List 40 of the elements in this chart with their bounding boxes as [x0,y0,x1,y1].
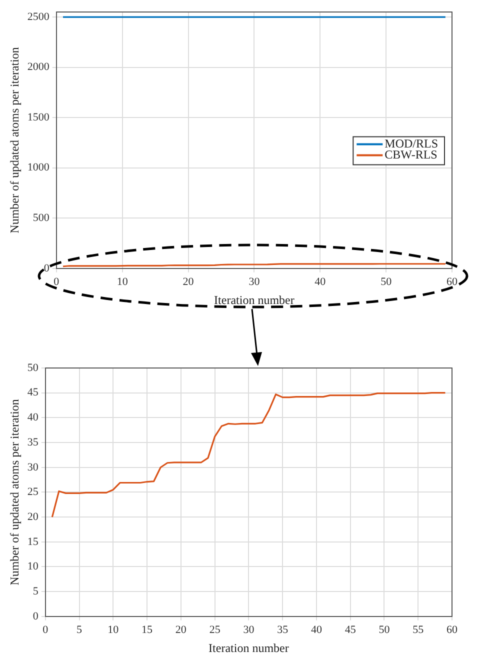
x-tick-label: 25 [209,624,221,636]
x-tick-label: 30 [243,624,255,636]
x-tick-label: 40 [310,624,322,636]
y-tick-label: 2000 [27,61,50,74]
x-tick-label: 5 [76,624,83,636]
y-tick-label: 30 [27,461,39,474]
y-axis-title: Number of updated atoms per iteration [7,399,22,586]
x-tick-label: 60 [446,624,458,636]
x-tick-label: 45 [344,624,356,636]
x-tick-label: 50 [380,276,392,288]
x-tick-label: 10 [108,624,120,636]
y-tick-label: 1000 [27,162,50,174]
y-tick-label: 2500 [27,10,50,23]
y-tick-label: 0 [44,262,50,274]
x-tick-label: 35 [277,624,289,636]
x-axis-title: Iteration number [214,292,294,307]
x-tick-label: 15 [142,624,154,636]
x-tick-label: 20 [175,624,187,636]
y-tick-label: 35 [27,436,39,448]
y-tick-label: 20 [27,510,39,523]
x-tick-label: 20 [182,276,194,288]
y-tick-label: 50 [27,362,39,374]
x-tick-label: 40 [314,276,326,288]
y-tick-label: 5 [32,585,39,598]
x-tick-label: 10 [116,276,128,288]
y-tick-label: 1500 [27,111,50,124]
y-tick-label: 45 [27,386,39,399]
x-tick-label: 30 [248,276,260,288]
y-tick-label: 15 [27,536,39,548]
x-tick-label: 50 [378,624,390,636]
y-tick-label: 25 [27,486,39,498]
y-tick-label: 0 [32,610,39,622]
x-tick-label: 0 [54,276,60,288]
x-tick-label: 55 [412,624,424,636]
y-tick-label: 10 [27,560,39,573]
y-tick-label: 500 [32,212,50,224]
x-tick-label: 60 [446,276,458,288]
y-tick-label: 40 [27,412,39,424]
y-axis-title: Number of updated atoms per iteration [7,47,22,234]
x-axis-title: Iteration number [208,640,289,655]
